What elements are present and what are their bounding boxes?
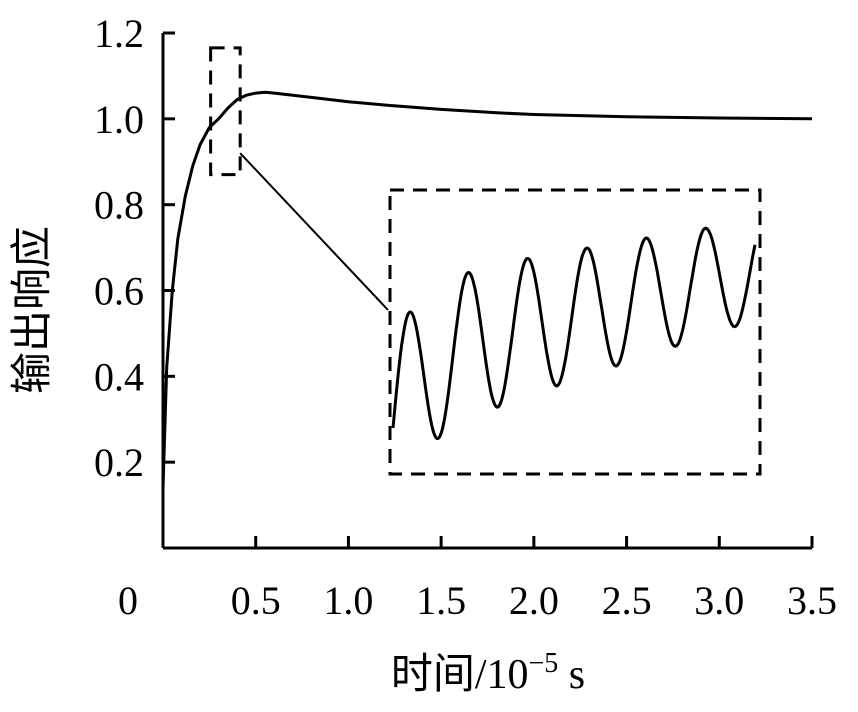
x-tick-label: 2.0 bbox=[509, 578, 559, 623]
x-tick-label: 1.5 bbox=[416, 578, 466, 623]
zoom-region-box bbox=[209, 46, 242, 177]
x-axis-label: 时间/10−5 s bbox=[391, 648, 585, 698]
x-tick-label: 0.5 bbox=[231, 578, 281, 623]
y-axis-label: 输出响应 bbox=[9, 226, 56, 394]
zoom-connector-line bbox=[239, 152, 389, 311]
axes bbox=[161, 33, 812, 550]
series-line bbox=[161, 90, 813, 488]
inset-series-line bbox=[391, 226, 757, 441]
y-tick-label: 0.4 bbox=[94, 354, 144, 399]
y-tick-label: 1.2 bbox=[94, 11, 144, 56]
y-tick-label: 0.8 bbox=[94, 183, 144, 228]
x-tick-label: 3.0 bbox=[694, 578, 744, 623]
y-tick-label: 0.6 bbox=[94, 269, 144, 314]
x-axis-label-exponent: −5 bbox=[529, 648, 559, 679]
x-tick-label: 2.5 bbox=[602, 578, 652, 623]
y-tick-label: 1.0 bbox=[94, 97, 144, 142]
x-tick-label: 0 bbox=[118, 578, 138, 623]
x-axis-label-unit: s bbox=[558, 652, 585, 698]
x-tick-label: 1.0 bbox=[323, 578, 373, 623]
tick-labels: 0 0.5 1.0 1.5 2.0 2.5 3.0 3.5 0.2 0.4 0.6 0.8 1.0 1.2 bbox=[94, 11, 837, 623]
x-tick-label: 3.5 bbox=[787, 578, 837, 623]
inset-box bbox=[388, 188, 762, 476]
ticks bbox=[163, 31, 814, 548]
y-tick-label: 0.2 bbox=[94, 440, 144, 485]
x-axis-label-base: 时间/10 bbox=[391, 652, 529, 698]
